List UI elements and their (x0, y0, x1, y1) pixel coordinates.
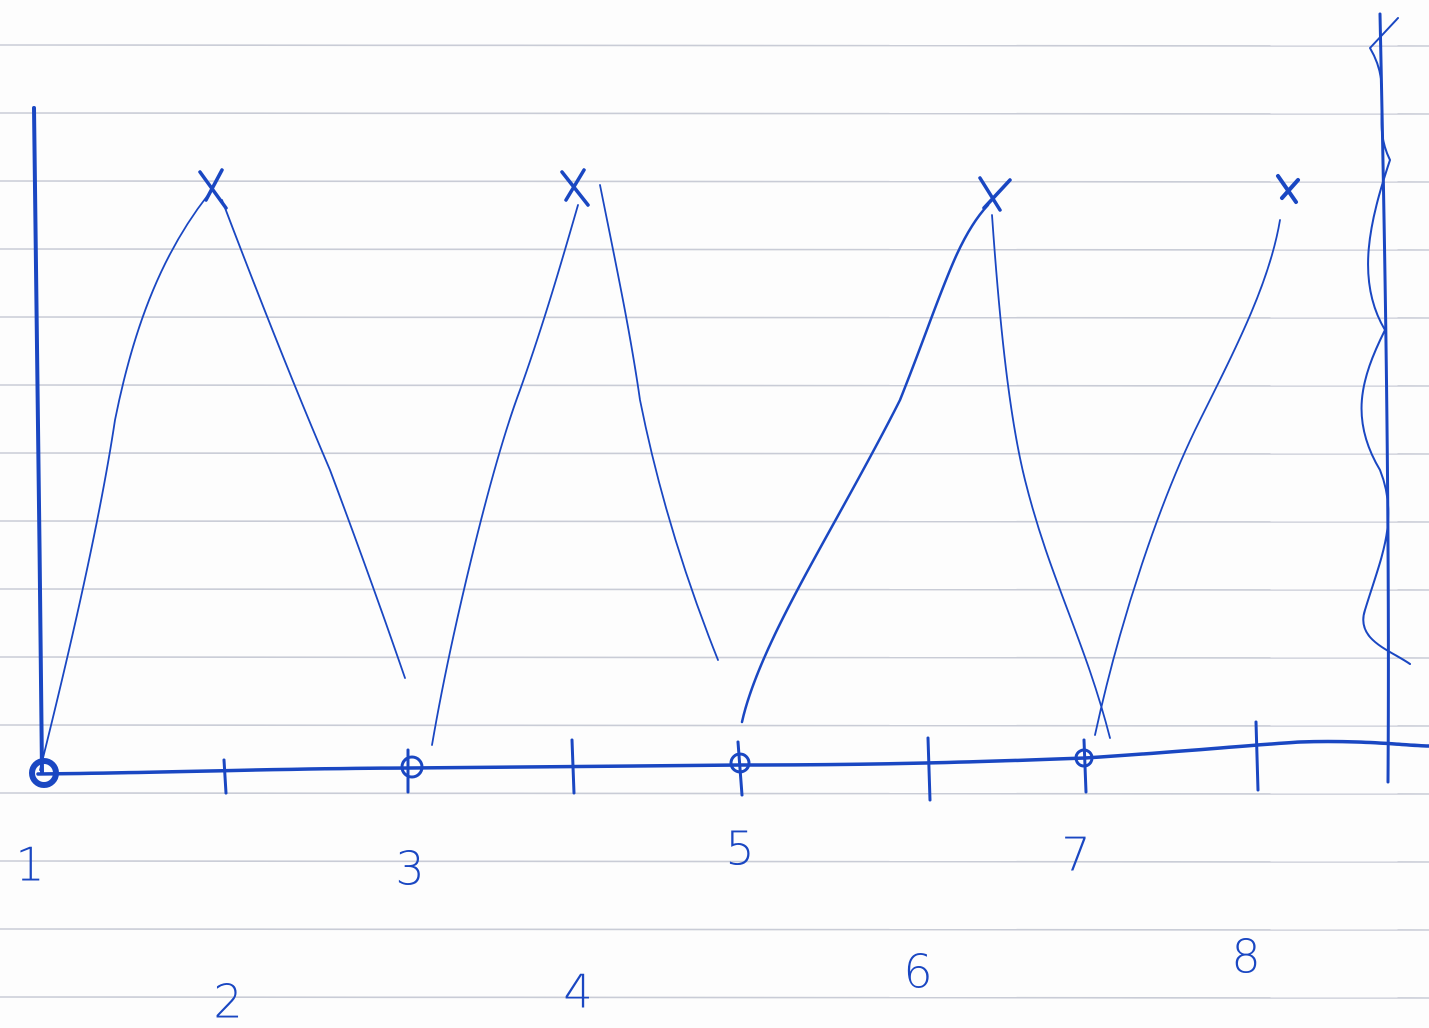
axis-label: 5 (725, 822, 754, 876)
paper-rule (0, 929, 1429, 930)
paper-rule (0, 45, 1429, 46)
paper-rule (0, 793, 1429, 794)
paper-rule (0, 113, 1429, 114)
axis-label: 3 (395, 842, 424, 896)
axis-label: 2 (213, 975, 242, 1028)
paper-rule (0, 657, 1429, 658)
page: 1 2 3 4 5 6 7 8 (0, 0, 1429, 1028)
paper-rule (0, 317, 1429, 318)
paper-rule (0, 725, 1429, 726)
axis-label: 4 (563, 965, 592, 1019)
axis-label: 6 (903, 945, 932, 999)
paper-rule (0, 861, 1429, 862)
axis-label: 1 (15, 838, 44, 892)
paper-rule (0, 589, 1429, 590)
paper-rule (0, 249, 1429, 250)
paper-rule (0, 521, 1429, 522)
axis-label: 7 (1061, 828, 1090, 882)
paper (0, 0, 1429, 1028)
paper-rule (0, 453, 1429, 454)
axis-label: 8 (1231, 930, 1260, 984)
paper-rule (0, 385, 1429, 386)
